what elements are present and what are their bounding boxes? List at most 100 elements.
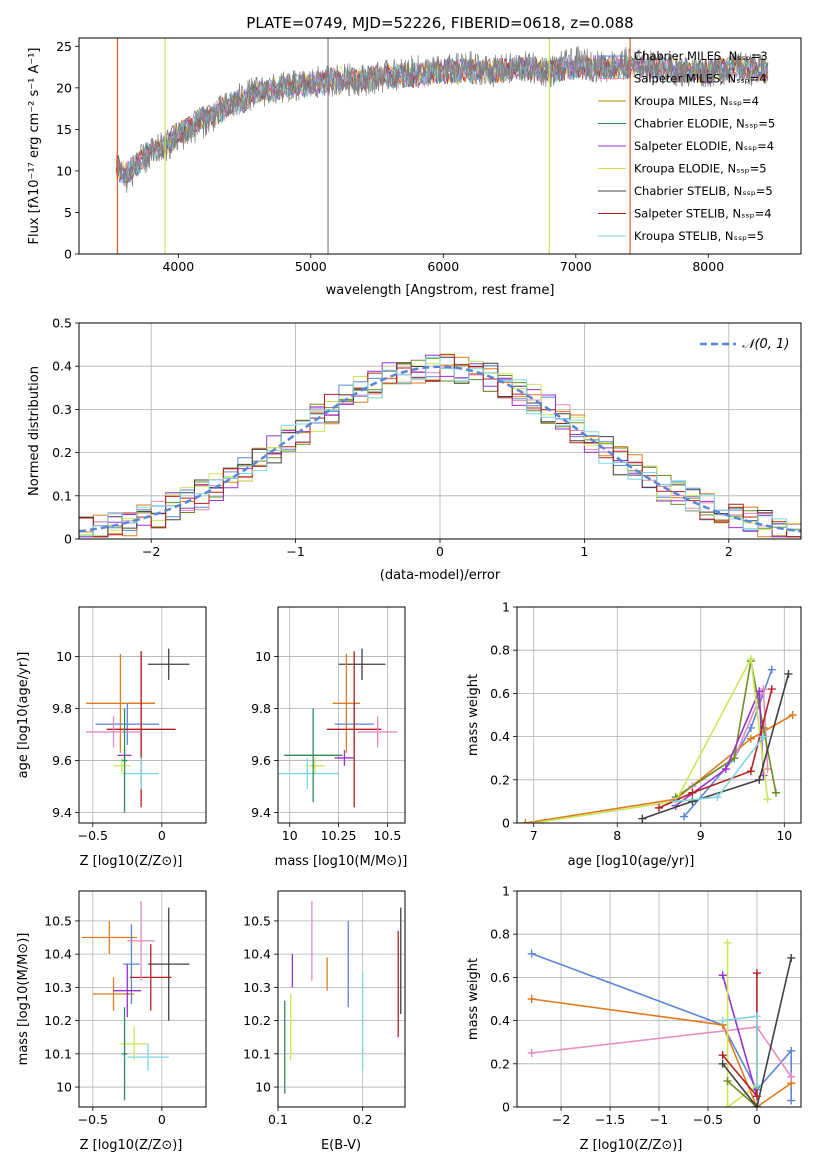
mass-weight-marker [718,971,727,980]
mass-weight-marker [767,665,776,674]
mass-weight-marker [529,819,538,823]
legend-gaussian-label: 𝒩(0, 1) [742,337,789,352]
x-tick-label: 0 [436,544,444,559]
x-tick-label: 8000 [692,259,724,274]
mw-z-xlabel: Z [log10(Z/Z⊙)] [580,1138,683,1153]
clipped-layer [527,938,796,1107]
age-vs-mass-plot-area: 10 10.25 10.5 9.4 9.6 9.8 10 [251,606,406,843]
y-tick-label: 0.3 [52,402,72,417]
y-tick-label: 9.6 [52,753,72,768]
y-tick-label: 0.5 [52,316,72,331]
model-spectrum-line [115,54,769,188]
x-tick-label: 10.5 [373,828,401,843]
legend-label: Salpeter ELODIE, Nₛₛₚ=4 [634,139,774,153]
y-tick-label: 0.2 [52,445,72,460]
mass-weight-marker [763,795,772,804]
x-tick-label: 5000 [295,259,327,274]
mass-weight-marker [746,767,755,776]
y-tick-label: 0 [64,247,72,262]
mass-vs-z-ylabel: mass [log10(M/M⊙)] [16,933,31,1066]
x-tick-label: −1.5 [595,1112,625,1127]
y-tick-label: 0.1 [52,488,72,503]
axes-frame [516,890,802,1108]
axes-frame [277,890,406,1108]
legend-label: Kroupa MILES, Nₛₛₚ=4 [634,94,759,108]
x-tick-label: 7000 [560,259,592,274]
mass-weight-marker [746,723,755,732]
x-tick-label: −1 [286,544,304,559]
x-tick-label: 4000 [162,259,194,274]
mass-weight-marker [788,711,797,719]
y-tick-label: 10.3 [243,980,271,995]
x-tick-label: −0.5 [78,1112,108,1127]
x-tick-label: −2 [552,1112,570,1127]
spectrum-plot-area: 4000 5000 6000 7000 8000 0 5 10 15 20 25 [56,37,802,274]
mass-weight-marker [671,797,680,806]
mass-vs-z-plot-area: −0.5 0 10 10.1 10.2 10.3 10.4 10.5 [44,890,207,1127]
y-tick-label: 10 [255,1080,271,1095]
mass-weight-marker [688,788,697,797]
y-tick-label: 0.4 [490,729,510,744]
mass-weight-marker [721,765,730,773]
y-tick-label: 9.8 [251,701,271,716]
mass-weight-line [726,942,758,1107]
y-tick-label: 9.4 [52,805,72,820]
x-tick-label: 0.1 [268,1112,288,1127]
y-tick-label: 1 [502,884,510,899]
legend-label: Chabrier ELODIE, Nₛₛₚ=5 [634,117,775,131]
mass-weight-marker [759,732,768,741]
mass-weight-marker [746,734,755,743]
mass-vs-ebv-plot-area: 0.1 0.2 10 10.1 10.2 10.3 10.4 10.5 [243,890,406,1127]
residual-histogram [79,357,801,537]
mw-age-ylabel: mass weight [466,674,481,756]
y-tick-label: 25 [56,39,72,54]
mass-weight-line [721,974,758,1097]
y-tick-label: 10.4 [243,947,271,962]
mass-weight-marker [759,685,768,694]
x-tick-label: 10 [776,828,792,843]
y-tick-label: 0.4 [52,359,72,374]
mass-weight-line [642,673,790,820]
clipped-layer [79,353,801,538]
mass-weight-line [531,998,792,1107]
y-tick-label: 10.2 [243,1013,271,1028]
mass-weight-marker [713,793,722,802]
mass-weight-marker [638,814,647,823]
mass-weight-marker [688,797,697,806]
mass-weight-marker [680,812,689,821]
y-tick-label: 0 [502,816,510,831]
age-vs-z-ylabel: age [log10(age/yr)] [16,652,31,779]
mass-weight-marker [755,775,764,784]
mass-weight-marker [752,1092,761,1101]
clipped-layer [85,648,190,813]
mass-weight-marker [723,938,732,947]
y-tick-label: 10 [56,1080,72,1095]
gaussian-curve [79,365,801,533]
x-tick-label: −0.5 [693,1112,723,1127]
y-tick-label: 10.5 [44,913,72,928]
age-vs-z-xlabel: Z [log10(Z/Z⊙)] [80,854,183,869]
legend-label: Salpeter STELIB, Nₛₛₚ=4 [634,207,772,221]
x-tick-label: 0.2 [353,1112,373,1127]
mass-weight-line [525,714,793,823]
spectrum-title: PLATE=0749, MJD=52226, FIBERID=0618, z=0… [246,14,633,32]
y-tick-label: 10.3 [44,980,72,995]
legend-label: Kroupa STELIB, Nₛₛₚ=5 [634,229,764,243]
model-spectrum-line [115,54,769,181]
legend-label: Kroupa ELODIE, Nₛₛₚ=5 [634,162,767,176]
mass-weight-marker [784,669,793,678]
age-vs-mass-xlabel: mass [log10(M/M⊙)] [275,854,408,869]
mass-weight-marker [787,953,796,962]
legend-label: Salpeter MILES, Nₛₛₚ=4 [634,72,767,86]
y-tick-label: 0.4 [490,1013,510,1028]
y-tick-label: 1 [502,600,510,615]
axes-frame [78,606,207,824]
residuals-plot-area: −2 −1 0 1 2 0 0.1 0.2 0.3 0.4 0.5 [52,316,802,559]
clipped-layer [278,648,398,808]
mass-weight-marker [718,1059,727,1068]
mass-weight-marker [723,1103,732,1107]
y-tick-label: 9.4 [251,805,271,820]
y-tick-label: 15 [56,122,72,137]
